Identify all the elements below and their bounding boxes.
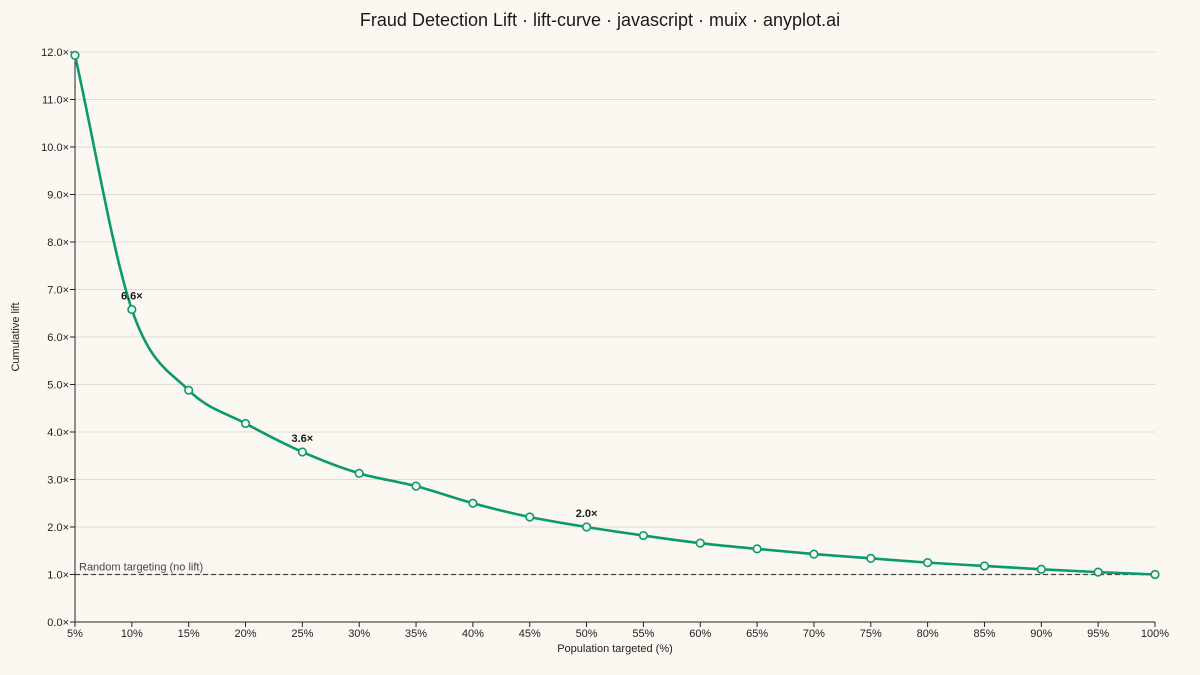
- y-tick-label: 12.0×: [41, 47, 69, 59]
- x-tick-label: 35%: [405, 628, 427, 640]
- y-tick-label: 8.0×: [47, 237, 69, 249]
- annotation-label: 3.6×: [292, 433, 314, 445]
- y-tick-label: 4.0×: [47, 427, 69, 439]
- lift-point: [809, 549, 819, 559]
- annotations: 6.6× 3.6× 2.0×: [121, 290, 597, 520]
- lift-curve-line: [73, 55, 1156, 576]
- lift-point: [1150, 569, 1160, 580]
- x-tick-label: 40%: [462, 628, 484, 640]
- lift-point: [1036, 564, 1046, 574]
- lift-point: [354, 468, 364, 478]
- x-tick-label: 90%: [1030, 628, 1052, 640]
- lift-point: [297, 447, 307, 457]
- y-axis-ticks: 0.0× 1.0× 2.0× 3.0× 4.0× 5.0× 6.0× 7.0× 8.0× 9.0×…: [41, 47, 75, 629]
- x-tick-label: 75%: [860, 628, 882, 640]
- x-axis-ticks: 5% 10% 15% 20% 25% 30% 35% 40% 45% 50% 55% 60% 65% 70…: [67, 622, 1169, 640]
- y-axis-label: Cumulative lift: [10, 302, 22, 371]
- lift-point: [581, 522, 592, 532]
- grid: [75, 51, 1155, 575]
- x-tick-label: 45%: [519, 628, 541, 640]
- y-tick-label: 9.0×: [47, 190, 69, 202]
- lift-points: [70, 50, 1160, 580]
- lift-point: [184, 385, 194, 395]
- lift-point: [411, 481, 421, 491]
- x-tick-label: 20%: [235, 628, 257, 640]
- x-tick-label: 30%: [348, 628, 370, 640]
- y-tick-label: 10.0×: [41, 142, 69, 154]
- lift-point: [240, 418, 251, 429]
- x-tick-label: 70%: [803, 628, 825, 640]
- y-tick-label: 1.0×: [47, 570, 69, 582]
- lift-point: [127, 304, 137, 315]
- y-tick-label: 5.0×: [47, 380, 69, 392]
- lift-point: [866, 553, 876, 563]
- lift-point: [979, 561, 990, 571]
- x-axis-label: Population targeted (%): [557, 643, 673, 655]
- y-tick-label: 0.0×: [47, 617, 69, 629]
- x-tick-label: 5%: [67, 628, 83, 640]
- lift-point: [468, 498, 478, 508]
- x-tick-label: 50%: [576, 628, 598, 640]
- y-tick-label: 2.0×: [47, 522, 69, 534]
- lift-point: [638, 530, 649, 541]
- random-baseline-label: Random targeting (no lift): [79, 562, 203, 574]
- x-tick-label: 100%: [1141, 628, 1169, 640]
- lift-point: [752, 544, 762, 554]
- x-tick-label: 65%: [746, 628, 768, 640]
- y-tick-label: 6.0×: [47, 332, 69, 344]
- x-tick-label: 60%: [689, 628, 711, 640]
- x-tick-label: 55%: [632, 628, 654, 640]
- y-tick-label: 11.0×: [42, 95, 69, 107]
- lift-point: [70, 50, 80, 60]
- y-tick-label: 3.0×: [47, 475, 69, 487]
- lift-point: [525, 512, 535, 522]
- x-tick-label: 85%: [973, 628, 995, 640]
- lift-point: [1093, 567, 1103, 577]
- annotation-label: 2.0×: [576, 508, 598, 520]
- series-group: [73, 55, 1156, 576]
- lift-point: [923, 558, 933, 568]
- x-tick-label: 10%: [121, 628, 143, 640]
- x-tick-label: 95%: [1087, 628, 1109, 640]
- chart-title: Fraud Detection Lift · lift-curve · java…: [360, 10, 840, 30]
- lift-point: [695, 538, 705, 548]
- x-tick-label: 80%: [917, 628, 939, 640]
- x-tick-label: 25%: [291, 628, 313, 640]
- baseline-group: Random targeting (no lift): [75, 562, 1155, 576]
- x-tick-label: 15%: [178, 628, 200, 640]
- y-tick-label: 7.0×: [47, 285, 69, 297]
- annotation-label: 6.6×: [121, 290, 143, 302]
